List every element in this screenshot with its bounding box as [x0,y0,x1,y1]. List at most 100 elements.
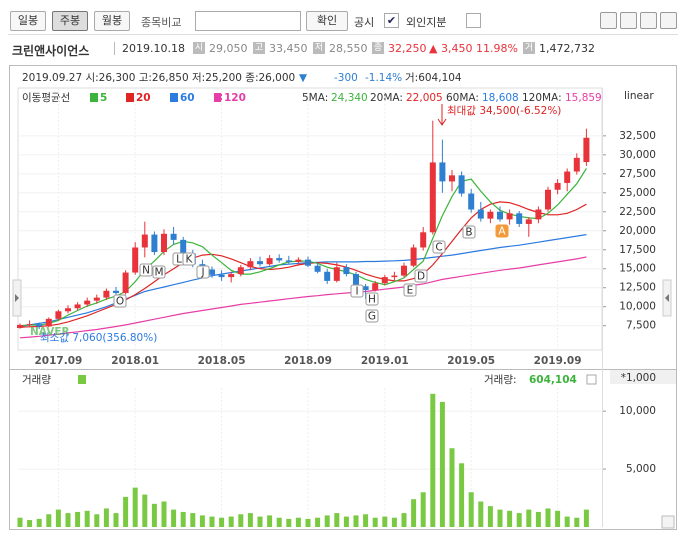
compare-input[interactable] [195,11,301,31]
checkbox[interactable]: ✔ [384,13,399,28]
confirm-button[interactable]: 확인 [306,11,348,31]
candle-body [180,239,187,254]
volume-bar [65,513,71,527]
period-button[interactable]: 일봉 [10,11,46,31]
volume-bar [75,511,81,527]
quote-tag: 고 [253,42,265,54]
candle-body [372,283,379,291]
event-label: L [176,254,182,266]
event-label: G [368,311,376,323]
event-label: A [498,226,506,238]
quote-value: 29,050 [209,42,248,55]
candle-body [228,274,235,278]
candle-body [468,193,475,210]
checkbox[interactable] [466,13,481,28]
volume-swatch [78,375,86,384]
volume-tick-label: 10,000 [619,405,656,417]
candle-body [516,213,523,224]
tool-icon[interactable] [640,12,657,29]
corner-box [661,515,675,529]
candle-body [314,265,321,272]
candle-body [458,175,465,194]
scroll-arrow [665,294,669,302]
volume-readout-label: 거래량: [484,374,517,386]
event-label: J [200,267,204,279]
candle-body [353,274,359,287]
candle-body [391,275,398,278]
candle-body [36,324,43,327]
ma-readout-value: 24,340 [331,92,368,104]
volume-bar [180,511,186,527]
event-label: H [368,294,376,306]
legend-swatch [126,93,134,102]
volume-bar [219,517,225,527]
volume-bar [334,513,340,527]
candle-body [429,162,436,233]
ma-readout-label: 20MA: [370,92,403,104]
x-tick-label: 2017.09 [34,355,82,367]
candle-body [535,209,542,220]
candle-body [324,271,331,281]
candle-body [74,304,81,309]
toolbar-line [8,34,678,35]
ma-readout-value: 15,859 [565,92,602,104]
candle-body [381,277,388,284]
stock-name: 크린앤사이언스 [12,44,90,58]
volume-bar [84,510,90,527]
period-button[interactable]: 주봉 [52,11,88,31]
legend-label: 60 [180,92,195,104]
candle-body [151,234,158,253]
y-tick-label: 7,500 [626,320,656,332]
volume-bar [113,513,119,527]
y-tick-label: 32,500 [619,130,656,142]
volume-bar [411,499,417,527]
legend-label: 120 [224,92,246,104]
candle-body [295,259,302,262]
event-label: I [355,286,358,298]
candle-body [439,162,446,182]
volume-bar [267,515,273,527]
event-marker [365,292,379,306]
tool-icon[interactable] [600,12,617,29]
candle-body [333,267,340,281]
candle-body [276,258,283,261]
y-tick-label: 27,500 [619,168,656,180]
candle-body [257,261,263,265]
y-tick-label: 15,000 [619,263,656,275]
volume-bar [382,516,388,527]
y-tick-label: 25,000 [619,187,656,199]
candle-body [449,175,455,182]
info-change_pct: -1.14% [365,72,402,84]
volume-bar [478,501,484,527]
y-tick-label: 30,000 [619,149,656,161]
volume-bar [17,517,23,527]
volume-bar [190,513,196,527]
candle-body [477,209,484,219]
quote-value: 28,550 [329,42,368,55]
max-arrow-head [437,118,447,126]
event-label: B [465,227,472,239]
event-label: M [154,267,163,279]
ma-readout-label: 5MA: [302,92,328,104]
y-tick-label: 17,500 [619,244,656,256]
event-marker [414,269,428,283]
volume-bar [171,509,177,527]
volume-value: 1,472,732 [539,42,595,55]
candle-body [362,286,369,291]
volume-bar [487,506,493,527]
volume-bar [151,503,157,527]
event-label: K [186,254,194,266]
volume-bar [583,509,589,527]
period-button[interactable]: 월봉 [94,11,130,31]
tool-icon[interactable] [660,12,677,29]
candle-body [525,219,532,224]
candle-body [209,269,215,275]
check-label: 외인지분 [406,16,447,29]
volume-bar [123,496,129,527]
tool-icon[interactable] [620,12,637,29]
candle-body [132,247,139,273]
volume-bar [27,520,33,527]
legend-swatch [90,93,98,102]
scale-type: linear [624,90,654,102]
